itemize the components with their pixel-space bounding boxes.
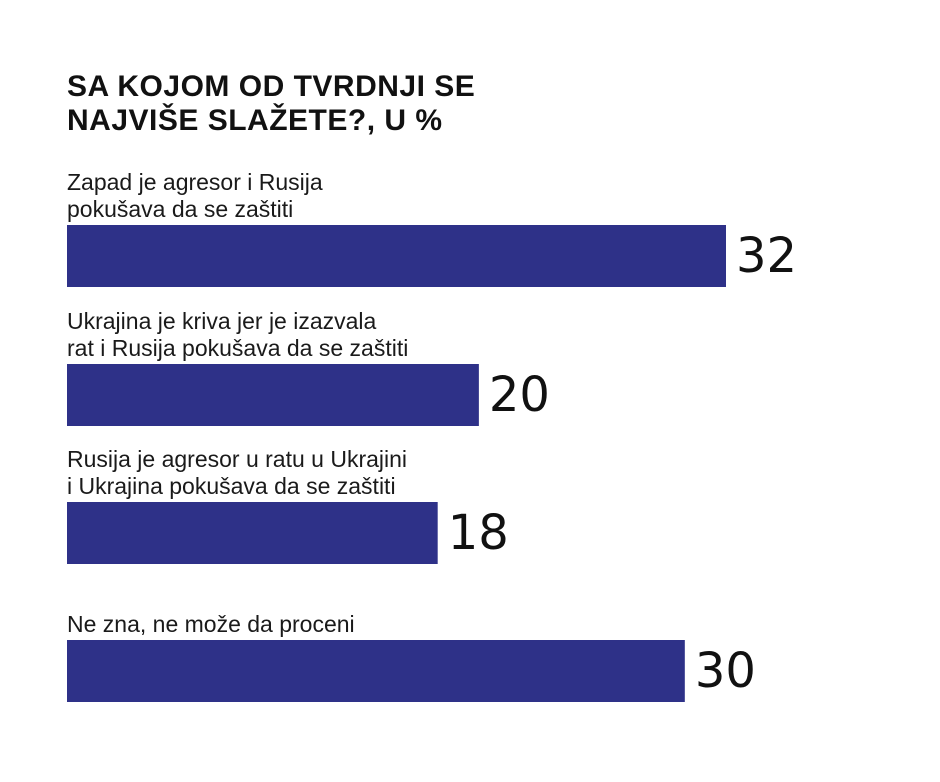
category-label: Rusija je agresor u ratu u Ukrajini <box>67 446 407 472</box>
value-label: 32 <box>736 228 797 284</box>
bar <box>67 640 685 702</box>
value-label: 20 <box>489 367 550 423</box>
bar <box>67 364 479 426</box>
chart-title-line-2: NAJVIŠE SLAŽETE?, U % <box>67 104 443 137</box>
bar <box>67 225 726 287</box>
bar <box>67 502 438 564</box>
chart-title-line-1: SA KOJOM OD TVRDNJI SE <box>67 70 476 103</box>
chart-title: SA KOJOM OD TVRDNJI SE NAJVIŠE SLAŽETE?,… <box>67 70 667 138</box>
value-label: 30 <box>695 643 756 699</box>
category-label: Ukrajina je kriva jer je izazvala <box>67 308 377 334</box>
category-label: pokušava da se zaštiti <box>67 196 293 222</box>
category-label: rat i Rusija pokušava da se zaštiti <box>67 335 408 361</box>
category-label: Zapad je agresor i Rusija <box>67 169 323 195</box>
category-label: i Ukrajina pokušava da se zaštiti <box>67 473 396 499</box>
category-label: Ne zna, ne može da proceni <box>67 611 355 637</box>
value-label: 18 <box>448 505 509 561</box>
